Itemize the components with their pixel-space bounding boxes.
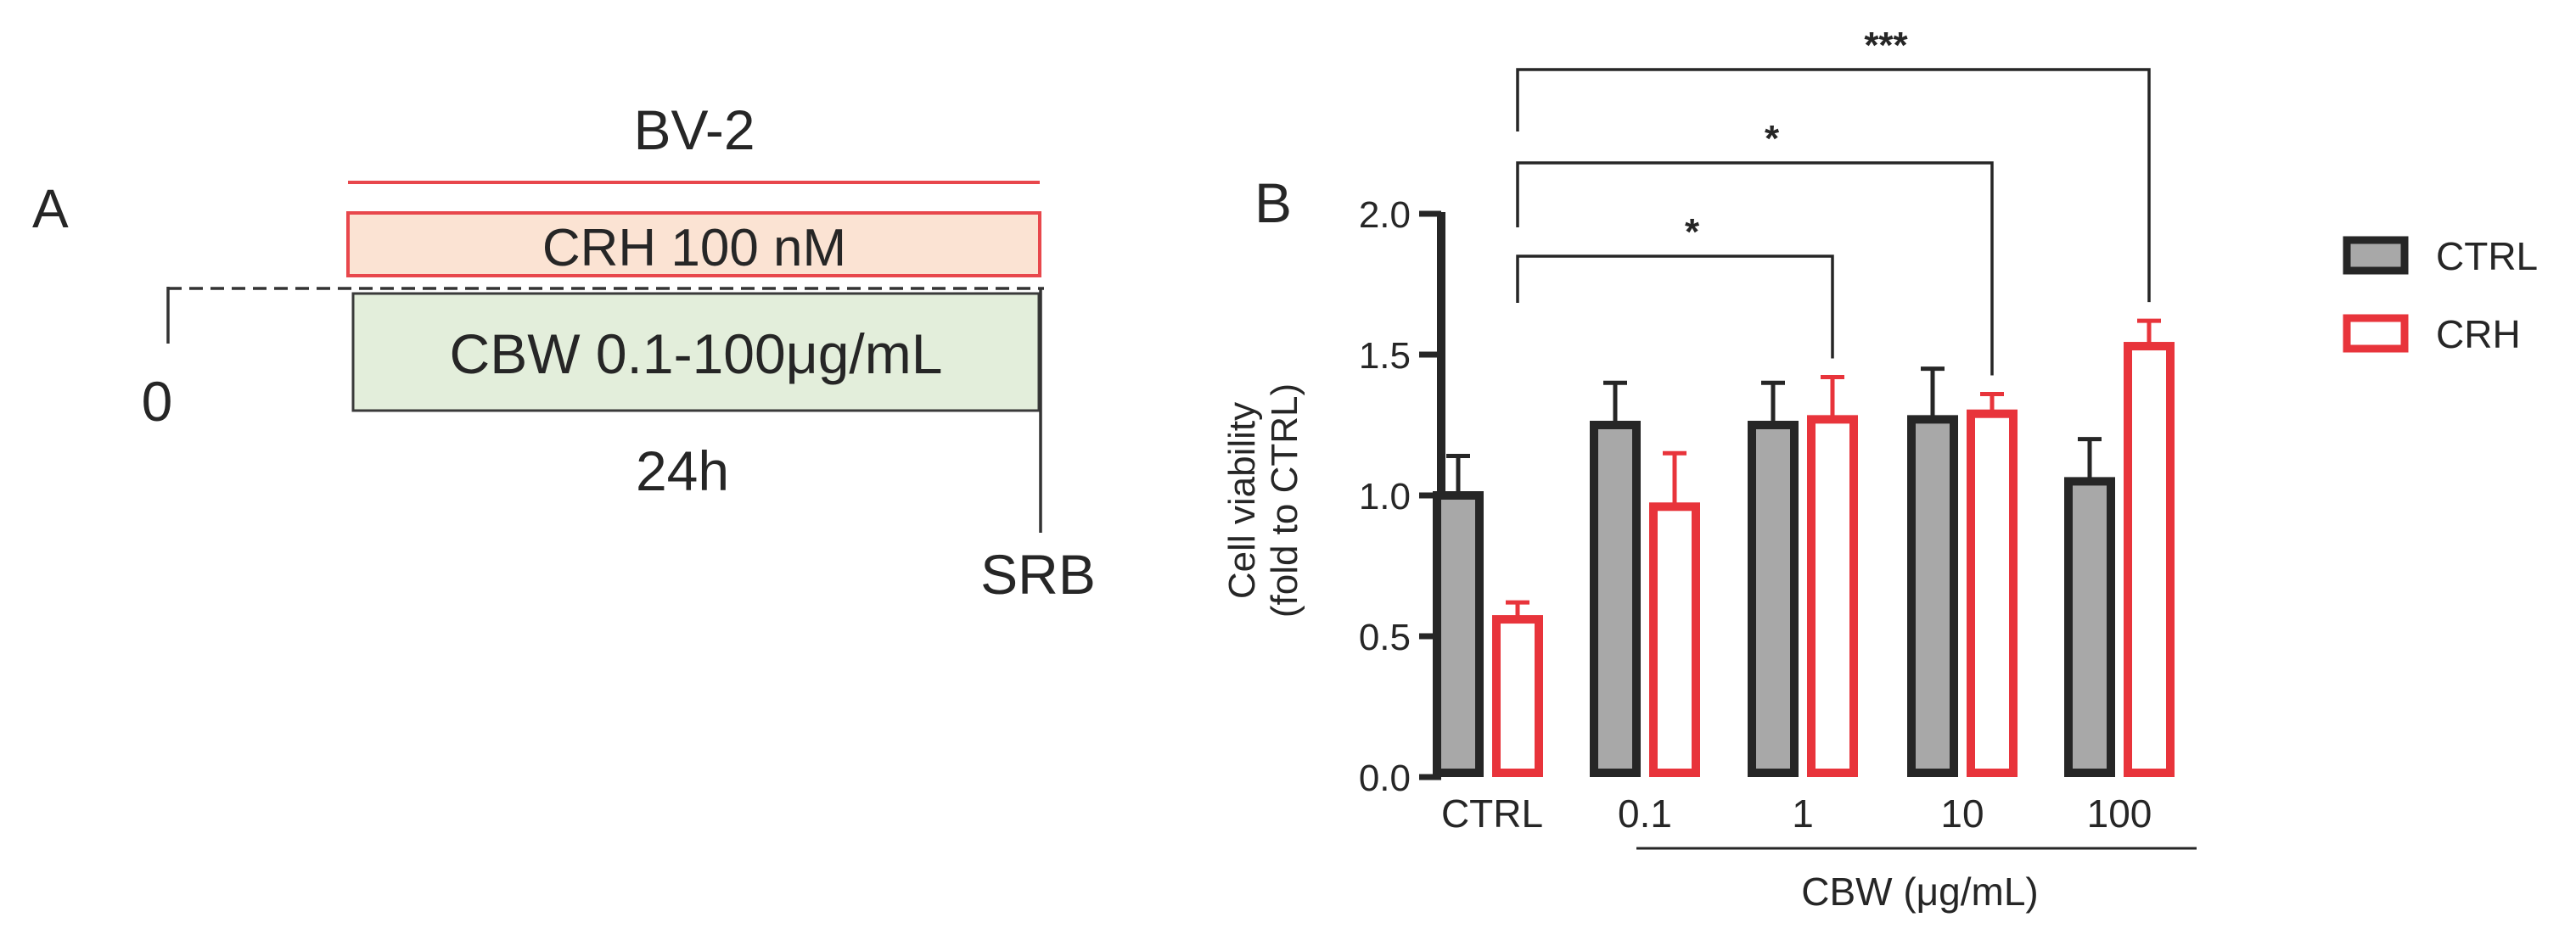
panel-a: A BV-2 CRH 100 nM CBW 0.1-100μg/mL 0 24h… (32, 98, 1096, 606)
significance-label: * (1765, 118, 1780, 159)
bar-ctrl (2064, 477, 2115, 778)
bar-crh (1807, 415, 1858, 777)
x-group-label: CBW (μg/mL) (1801, 870, 2039, 914)
bar-ctrl (1433, 491, 1484, 777)
legend-label-ctrl: CTRL (2436, 234, 2538, 278)
bar-ctrl (1590, 421, 1641, 777)
duration-label: 24h (636, 439, 729, 502)
y-axis-title: Cell viability (fold to CTRL) (1221, 383, 1305, 618)
significance-bracket (1516, 161, 1994, 376)
bar-ctrl (1748, 421, 1799, 777)
legend: CTRL CRH (2343, 234, 2538, 356)
significance-bracket (1516, 254, 1834, 359)
bars (1433, 318, 2175, 778)
cbw-treatment-box (351, 292, 1041, 412)
significance-bracket (1516, 68, 2151, 303)
y-tick-label: 0.5 (1359, 617, 1411, 658)
panel-b: B Cell viability (fold to CTRL) 0.0 0.5 1.… (1221, 25, 2538, 914)
x-tick-label: 0.1 (1618, 791, 1672, 836)
panel-b-label: B (1254, 171, 1292, 234)
y-axis-label-line2: (fold to CTRL) (1264, 383, 1305, 618)
panel-a-label: A (32, 178, 69, 239)
bar-crh (1649, 502, 1700, 778)
cell-line-label: BV-2 (633, 98, 755, 161)
endpoint-label: SRB (980, 543, 1096, 606)
y-tick-label: 1.0 (1359, 476, 1411, 517)
bar-crh (2124, 342, 2175, 777)
crh-treatment-box (346, 211, 1041, 277)
significance-label: *** (1864, 25, 1908, 66)
bar-crh (1492, 615, 1543, 778)
x-tick-label: 100 (2087, 791, 2152, 836)
x-tick-label: 10 (1940, 791, 1984, 836)
start-time-label: 0 (142, 370, 173, 433)
y-tick-label: 1.5 (1359, 335, 1411, 377)
legend-label-crh: CRH (2436, 312, 2521, 356)
legend-swatch-crh (2343, 314, 2409, 353)
x-tick-label: CTRL (1441, 791, 1543, 836)
crh-box-label: CRH 100 nM (542, 219, 846, 277)
bar-ctrl (1907, 415, 1958, 777)
x-tick-label: 1 (1792, 791, 1814, 836)
y-axis-label-line1: Cell viability (1221, 402, 1263, 599)
significance-brackets: ***** (1516, 25, 2151, 376)
legend-swatch-ctrl (2343, 236, 2409, 275)
x-axis-tick-labels: CTRL 0.1 1 10 100 (1441, 791, 2152, 836)
y-axis-ticks: 0.0 0.5 1.0 1.5 2.0 (1359, 194, 1441, 799)
cbw-box-label: CBW 0.1-100μg/mL (450, 322, 943, 385)
significance-label: * (1685, 211, 1700, 253)
bar-crh (1967, 409, 2018, 777)
y-tick-label: 2.0 (1359, 194, 1411, 236)
y-tick-label: 0.0 (1359, 758, 1411, 799)
